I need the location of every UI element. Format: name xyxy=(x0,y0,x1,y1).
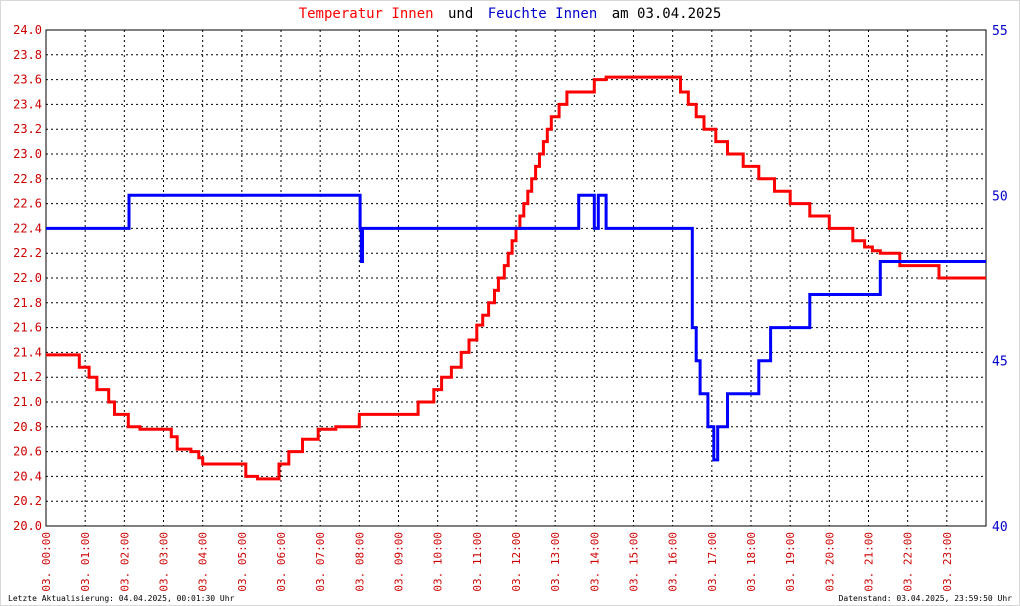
y-left-tick-label: 20.2 xyxy=(13,494,42,508)
x-tick-label: 03. 10:00 xyxy=(432,532,445,592)
x-tick-label: 03. 08:00 xyxy=(353,532,366,592)
y-left-tick-label: 20.8 xyxy=(13,420,42,434)
y-left-tick-label: 20.0 xyxy=(13,519,42,533)
y-left-tick-label: 21.0 xyxy=(13,395,42,409)
y-left-tick-label: 21.2 xyxy=(13,370,42,384)
x-tick-label: 03. 00:00 xyxy=(40,532,53,592)
y-left-tick-label: 22.2 xyxy=(13,246,42,260)
y-left-tick-label: 22.4 xyxy=(13,221,42,235)
footer-last-update: Letzte Aktualisierung: 04.04.2025, 00:01… xyxy=(8,594,235,603)
title-temperature: Temperatur Innen xyxy=(299,6,434,22)
grid xyxy=(45,29,987,527)
y-left-tick-label: 24.0 xyxy=(13,23,42,37)
y-right-tick-label: 55 xyxy=(992,24,1008,39)
y-left-tick-label: 23.4 xyxy=(13,97,42,111)
x-tick-label: 03. 21:00 xyxy=(863,532,876,592)
x-tick-label: 03. 17:00 xyxy=(706,532,719,592)
x-tick-label: 03. 23:00 xyxy=(941,532,954,592)
y-left-tick-label: 22.8 xyxy=(13,172,42,186)
y-left-tick-label: 23.6 xyxy=(13,73,42,87)
x-tick-label: 03. 20:00 xyxy=(823,532,836,592)
x-tick-label: 03. 05:00 xyxy=(236,532,249,592)
y-axis-left-labels: 20.0 20.2 20.4 20.6 20.8 21.0 21.2 21.4 21.6 21.8… xyxy=(13,23,42,533)
x-tick-label: 03. 07:00 xyxy=(314,532,327,592)
y-right-tick-label: 50 xyxy=(992,189,1008,204)
y-left-tick-label: 22.0 xyxy=(13,271,42,285)
y-left-tick-label: 23.8 xyxy=(13,48,42,62)
x-tick-label: 03. 19:00 xyxy=(784,532,797,592)
chart-title: Temperatur Innen und Feuchte Innen am 03… xyxy=(299,6,722,22)
y-left-tick-label: 20.6 xyxy=(13,445,42,459)
x-tick-label: 03. 03:00 xyxy=(158,532,171,592)
series-layer xyxy=(46,75,986,481)
title-und: und xyxy=(448,6,473,22)
y-left-tick-label: 20.4 xyxy=(13,469,42,483)
y-left-tick-label: 23.0 xyxy=(13,147,42,161)
y-right-tick-label: 45 xyxy=(992,355,1008,370)
series-humidity-line xyxy=(46,193,986,462)
series-temperature-line xyxy=(46,75,986,481)
title-date: am 03.04.2025 xyxy=(612,6,722,22)
x-tick-label: 03. 04:00 xyxy=(197,532,210,592)
x-tick-label: 03. 12:00 xyxy=(510,532,523,592)
x-tick-label: 03. 13:00 xyxy=(549,532,562,592)
title-humidity: Feuchte Innen xyxy=(488,6,598,22)
y-left-tick-label: 21.8 xyxy=(13,296,42,310)
y-left-tick-label: 21.6 xyxy=(13,321,42,335)
x-tick-label: 03. 11:00 xyxy=(471,532,484,592)
footer-data-state: Datenstand: 03.04.2025, 23:59:50 Uhr xyxy=(839,594,1013,603)
x-tick-label: 03. 02:00 xyxy=(118,532,131,592)
x-tick-label: 03. 15:00 xyxy=(628,532,641,592)
y-left-tick-label: 22.6 xyxy=(13,197,42,211)
y-left-tick-label: 23.2 xyxy=(13,122,42,136)
y-axis-right-labels: 40 45 50 55 xyxy=(992,24,1008,535)
x-tick-label: 03. 09:00 xyxy=(393,532,406,592)
x-axis-labels: 03. 00:00 03. 01:00 03. 02:00 03. 03:00 03. … xyxy=(40,532,954,592)
x-tick-label: 03. 18:00 xyxy=(745,532,758,592)
y-left-tick-label: 21.4 xyxy=(13,345,42,359)
x-tick-label: 03. 16:00 xyxy=(667,532,680,592)
x-tick-label: 03. 06:00 xyxy=(275,532,288,592)
x-tick-label: 03. 14:00 xyxy=(588,532,601,592)
x-tick-label: 03. 22:00 xyxy=(902,532,915,592)
y-right-tick-label: 40 xyxy=(992,520,1008,535)
x-tick-label: 03. 01:00 xyxy=(79,532,92,592)
